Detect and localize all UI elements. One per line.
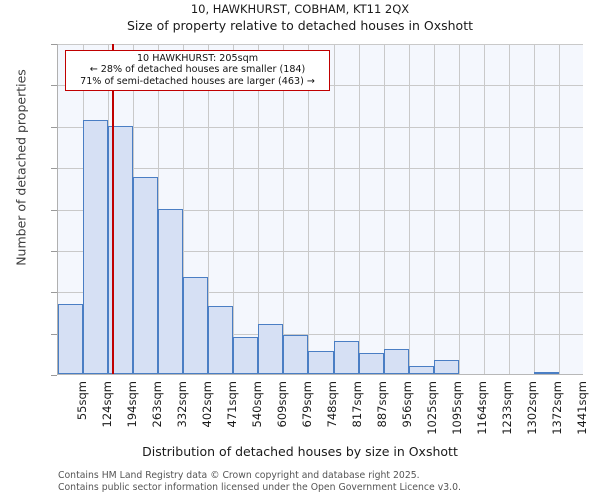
- histogram-bar: [83, 119, 109, 374]
- x-tick-label: 956sqm: [400, 381, 415, 428]
- gridline-vertical: [283, 44, 284, 374]
- histogram-bar: [133, 177, 159, 374]
- x-tick-label: 1441sqm: [575, 381, 590, 435]
- y-axis-label: Number of detached properties: [13, 69, 29, 266]
- histogram-bar: [58, 303, 84, 374]
- footer-line-2: Contains public sector information licen…: [58, 481, 461, 493]
- gridline-horizontal: [58, 126, 583, 128]
- gridline-horizontal: [58, 209, 583, 211]
- gridline-horizontal: [58, 333, 583, 335]
- annotation-line-2: ← 28% of detached houses are smaller (18…: [89, 64, 306, 76]
- gridline-vertical: [183, 44, 184, 374]
- x-tick-label: 1095sqm: [450, 381, 465, 435]
- histogram-bar: [208, 305, 234, 374]
- histogram-bar: [283, 334, 309, 374]
- y-tick-mark: [51, 375, 57, 376]
- footer-attribution: Contains HM Land Registry data © Crown c…: [58, 470, 598, 493]
- x-tick-label: 1372sqm: [550, 381, 565, 435]
- plot-area: [57, 44, 583, 375]
- x-tick-label: 1164sqm: [475, 381, 490, 435]
- property-marker-line: [112, 44, 115, 374]
- histogram-bar: [333, 340, 359, 374]
- x-tick-label: 679sqm: [299, 381, 314, 428]
- histogram-bar: [158, 208, 184, 374]
- property-annotation-box: 10 HAWKHURST: 205sqm ← 28% of detached h…: [65, 50, 330, 91]
- x-tick-label: 540sqm: [249, 381, 264, 428]
- gridline-vertical: [509, 44, 510, 374]
- x-tick-label: 194sqm: [124, 381, 139, 428]
- x-tick-label: 817sqm: [350, 381, 365, 428]
- gridline-vertical: [258, 44, 259, 374]
- gridline-horizontal: [58, 292, 583, 294]
- x-tick-label: 609sqm: [274, 381, 289, 428]
- gridline-vertical: [359, 44, 360, 374]
- histogram-bar: [258, 324, 284, 374]
- histogram-bar: [533, 371, 559, 374]
- x-tick-label: 748sqm: [325, 381, 339, 428]
- gridline-horizontal: [58, 44, 583, 45]
- x-tick-label: 55sqm: [74, 381, 89, 421]
- gridline-vertical: [208, 44, 209, 374]
- gridline-vertical: [334, 44, 335, 374]
- histogram-bar: [358, 353, 384, 374]
- gridline-vertical: [434, 44, 435, 374]
- x-tick-label: 1302sqm: [525, 381, 540, 435]
- gridline-vertical: [534, 44, 535, 374]
- x-tick-label: 1025sqm: [425, 381, 440, 435]
- histogram-bar: [308, 351, 334, 374]
- gridline-horizontal: [58, 250, 583, 252]
- x-tick-label: 1233sqm: [500, 381, 515, 435]
- chart-title: 10, HAWKHURST, COBHAM, KT11 2QX: [190, 2, 410, 16]
- histogram-bar: [433, 359, 459, 374]
- histogram-bar: [183, 276, 209, 374]
- x-tick-label: 332sqm: [174, 381, 189, 428]
- gridline-vertical: [484, 44, 485, 374]
- x-tick-label: 263sqm: [149, 381, 164, 428]
- chart-subtitle: Size of property relative to detached ho…: [126, 18, 474, 33]
- x-tick-label: 402sqm: [199, 381, 214, 428]
- annotation-line-1: 10 HAWKHURST: 205sqm: [136, 53, 259, 64]
- histogram-bar: [108, 125, 134, 374]
- x-tick-label: 124sqm: [99, 381, 114, 428]
- histogram-bar: [233, 336, 259, 374]
- gridline-vertical: [559, 44, 560, 374]
- histogram-bar: [408, 365, 434, 374]
- gridline-vertical: [308, 44, 309, 374]
- x-tick-label: 887sqm: [375, 381, 390, 428]
- gridline-vertical: [409, 44, 410, 374]
- gridline-vertical: [384, 44, 385, 374]
- footer-line-1: Contains HM Land Registry data © Crown c…: [58, 470, 420, 481]
- x-tick-label: 471sqm: [224, 381, 239, 428]
- gridline-vertical: [233, 44, 234, 374]
- histogram-bar: [383, 349, 409, 374]
- x-axis-label: Distribution of detached houses by size …: [142, 444, 458, 459]
- gridline-vertical: [459, 44, 460, 374]
- gridline-horizontal: [58, 168, 583, 170]
- annotation-line-3: 71% of semi-detached houses are larger (…: [80, 75, 315, 87]
